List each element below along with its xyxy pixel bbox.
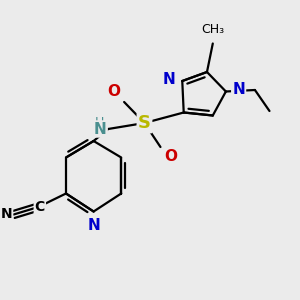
Text: N: N <box>1 208 12 221</box>
Text: CH₃: CH₃ <box>201 23 224 36</box>
Text: H: H <box>94 116 104 129</box>
Text: N: N <box>94 122 107 136</box>
Text: C: C <box>35 200 45 214</box>
Text: N: N <box>87 218 100 233</box>
Text: N: N <box>232 82 245 98</box>
Text: O: O <box>108 84 121 99</box>
Text: O: O <box>164 149 177 164</box>
Text: S: S <box>138 114 151 132</box>
Text: N: N <box>162 72 175 87</box>
